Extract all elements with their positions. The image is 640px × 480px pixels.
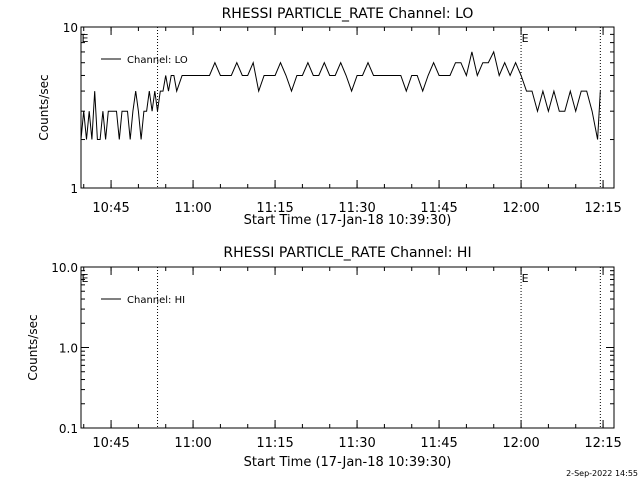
- chart1-start-marker-label: E: [82, 32, 89, 45]
- chart1-x-tick-label: 11:30: [338, 201, 375, 216]
- chart1-y-tick-label: 10: [63, 21, 78, 35]
- footer-timestamp: 2-Sep-2022 14:55: [566, 469, 638, 478]
- chart2-x-tick-label: 12:15: [584, 436, 621, 451]
- chart2-title: RHESSI PARTICLE_RATE Channel: HI: [223, 245, 471, 261]
- chart1-x-tick-label: 11:00: [174, 201, 211, 216]
- chart2-start-marker-label: E: [82, 272, 89, 285]
- chart1-x-tick-label: 11:45: [420, 201, 457, 216]
- chart1-event-marker-label: E: [522, 32, 529, 45]
- chart2-x-tick-label: 11:00: [174, 436, 211, 451]
- chart2-x-tick-label: 11:30: [338, 436, 375, 451]
- chart1-x-tick-label: 12:15: [584, 201, 621, 216]
- chart2-legend-label: Channel: HI: [127, 295, 185, 306]
- chart1-plot-frame: [80, 26, 615, 189]
- chart2-x-axis-label: Start Time (17-Jan-18 10:39:30): [244, 455, 452, 470]
- chart2-y-tick-label: 0.1: [59, 422, 78, 436]
- chart1-x-tick-label: 10:45: [92, 201, 129, 216]
- chart1-y-axis-label: Counts/sec: [37, 74, 51, 140]
- chart2-x-tick-label: 11:45: [420, 436, 457, 451]
- chart2-x-tick-label: 11:15: [256, 436, 293, 451]
- chart2-x-tick-label: 10:45: [92, 436, 129, 451]
- chart2-event-marker-label: E: [522, 272, 529, 285]
- chart1-legend-label: Channel: LO: [127, 55, 188, 66]
- chart1-x-tick-label: 11:15: [256, 201, 293, 216]
- chart2-x-tick-label: 12:00: [502, 436, 539, 451]
- chart2-y-axis-label: Counts/sec: [26, 314, 40, 380]
- chart1-x-axis-label: Start Time (17-Jan-18 10:39:30): [244, 213, 452, 228]
- chart1-y-tick-label: 1: [70, 182, 78, 196]
- chart2-y-tick-label: 10.0: [51, 261, 78, 275]
- chart1-title: RHESSI PARTICLE_RATE Channel: LO: [222, 6, 474, 22]
- chart1-series-line: [80, 50, 601, 140]
- chart2-plot-frame: [80, 266, 615, 429]
- chart2-y-tick-label: 1.0: [59, 342, 78, 356]
- chart1-x-tick-label: 12:00: [502, 201, 539, 216]
